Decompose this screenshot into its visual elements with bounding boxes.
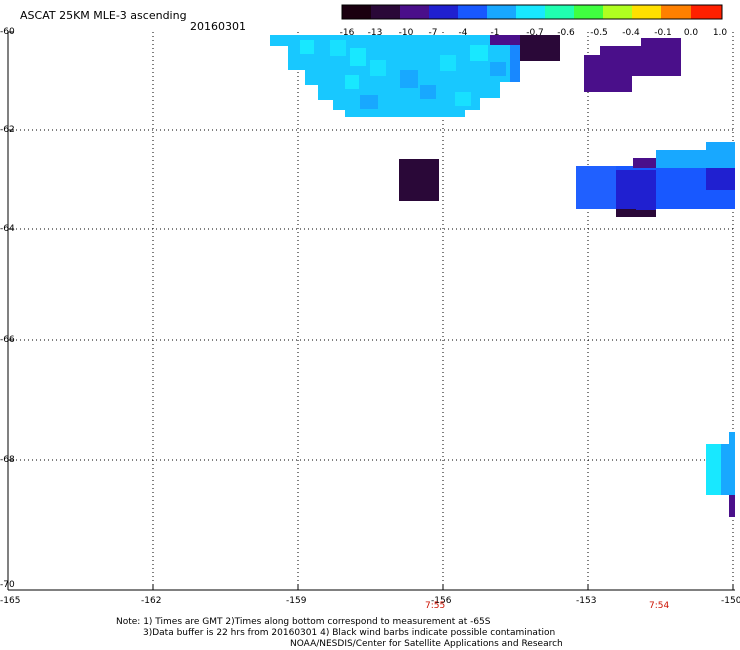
colorbar-seg-12: [691, 5, 722, 19]
colorbar-seg-2: [400, 5, 429, 19]
colorbar-label-6: -0.7: [526, 28, 544, 38]
map-date: 20160301: [190, 20, 246, 33]
colorbar-seg-10: [632, 5, 661, 19]
lat-label-70: -70: [0, 580, 15, 590]
lon-label-162: -162: [141, 596, 162, 606]
colorbar-label-3: -7: [428, 28, 438, 38]
colorbar-seg-1: [371, 5, 400, 19]
colorbar-seg-6: [516, 5, 545, 19]
colorbar-label-9: -0.4: [622, 28, 640, 38]
colorbar-label-0: -16: [339, 28, 355, 38]
colorbar-label-11: 0.0: [683, 28, 699, 38]
colorbar-label-2: -10: [398, 28, 414, 38]
lat-label-62: -62: [0, 125, 15, 135]
lat-label-60: -60: [0, 27, 15, 37]
colorbar: [341, 4, 723, 20]
note-line-3: NOAA/NESDIS/Center for Satellite Applica…: [290, 639, 563, 649]
swath-cell-dark: [399, 159, 439, 201]
lon-label-156: -156: [431, 596, 452, 606]
colorbar-seg-11: [661, 5, 691, 19]
time-label-2: 7:54: [649, 601, 670, 611]
colorbar-seg-9: [603, 5, 632, 19]
colorbar-label-4: -4: [458, 28, 468, 38]
swath-right-mid: [576, 142, 735, 217]
lon-label-159: -159: [286, 596, 307, 606]
lat-label-64: -64: [0, 224, 15, 234]
colorbar-label-1: -13: [367, 28, 383, 38]
colorbar-seg-7: [545, 5, 574, 19]
lon-label-153: -153: [576, 596, 597, 606]
time-label-1: 7:55: [425, 601, 446, 611]
map-title: ASCAT 25KM MLE-3 ascending: [20, 9, 187, 22]
colorbar-seg-8: [574, 5, 603, 19]
lat-label-68: -68: [0, 455, 15, 465]
colorbar-label-10: -0.1: [654, 28, 672, 38]
lon-label-165: -165: [0, 596, 21, 606]
note-line-1: Note: 1) Times are GMT 2)Times along bot…: [116, 617, 491, 627]
note-line-2: 3)Data buffer is 22 hrs from 20160301 4)…: [143, 628, 556, 638]
lat-label-66: -66: [0, 335, 15, 345]
swath-top: [270, 35, 681, 117]
colorbar-seg-3: [429, 5, 458, 19]
colorbar-label-12: 1.0: [712, 28, 728, 38]
colorbar-seg-5: [487, 5, 516, 19]
colorbar-seg-0: [342, 5, 371, 19]
colorbar-seg-4: [458, 5, 487, 19]
plot-area: [7, 31, 735, 591]
colorbar-label-5: -1: [490, 28, 500, 38]
lon-label-150: -150: [721, 596, 740, 606]
colorbar-label-7: -0.6: [557, 28, 575, 38]
swath-right-low: [706, 432, 735, 517]
colorbar-label-8: -0.5: [590, 28, 608, 38]
